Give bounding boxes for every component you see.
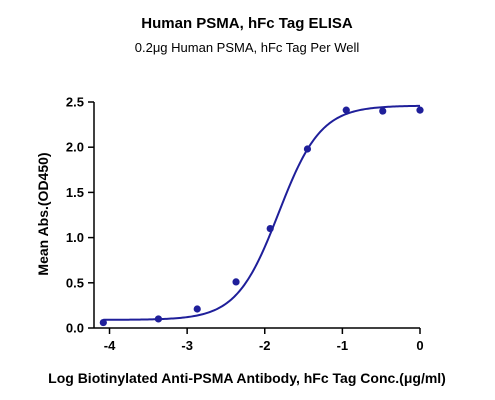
data-point (193, 305, 201, 313)
data-point (303, 145, 312, 153)
y-tick-label: 0.0 (66, 321, 84, 336)
data-point (379, 107, 387, 115)
data-point (266, 224, 274, 233)
x-axis-label: Log Biotinylated Anti-PSMA Antibody, hFc… (48, 370, 446, 386)
chart-title: Human PSMA, hFc Tag ELISA (141, 15, 353, 32)
axes (93, 102, 420, 329)
data-points (99, 106, 424, 327)
y-axis-ticks: 0.0 0.5 1.0 1.5 2.0 2.5 (66, 95, 94, 336)
y-tick-label: 1.5 (66, 185, 84, 200)
y-tick-label: 0.5 (66, 275, 84, 290)
x-axis-ticks: -4 -3 -2 -1 0 (104, 328, 424, 353)
data-point (99, 318, 107, 327)
x-tick-label: -1 (337, 338, 349, 353)
x-tick-label: -4 (104, 338, 116, 353)
fit-curve (103, 104, 421, 321)
chart-subtitle: 0.2μg Human PSMA, hFc Tag Per Well (135, 40, 360, 55)
y-axis-label: Mean Abs.(OD450) (35, 152, 51, 275)
y-tick-label: 2.5 (66, 95, 84, 110)
data-point (342, 106, 350, 114)
data-point (232, 278, 240, 286)
x-tick-label: 0 (416, 338, 423, 353)
data-point (154, 315, 163, 323)
y-tick-label: 1.0 (66, 230, 84, 245)
x-tick-label: -2 (259, 338, 271, 353)
y-tick-label: 2.0 (66, 140, 84, 155)
x-tick-label: -3 (181, 338, 193, 353)
data-point (416, 106, 424, 114)
